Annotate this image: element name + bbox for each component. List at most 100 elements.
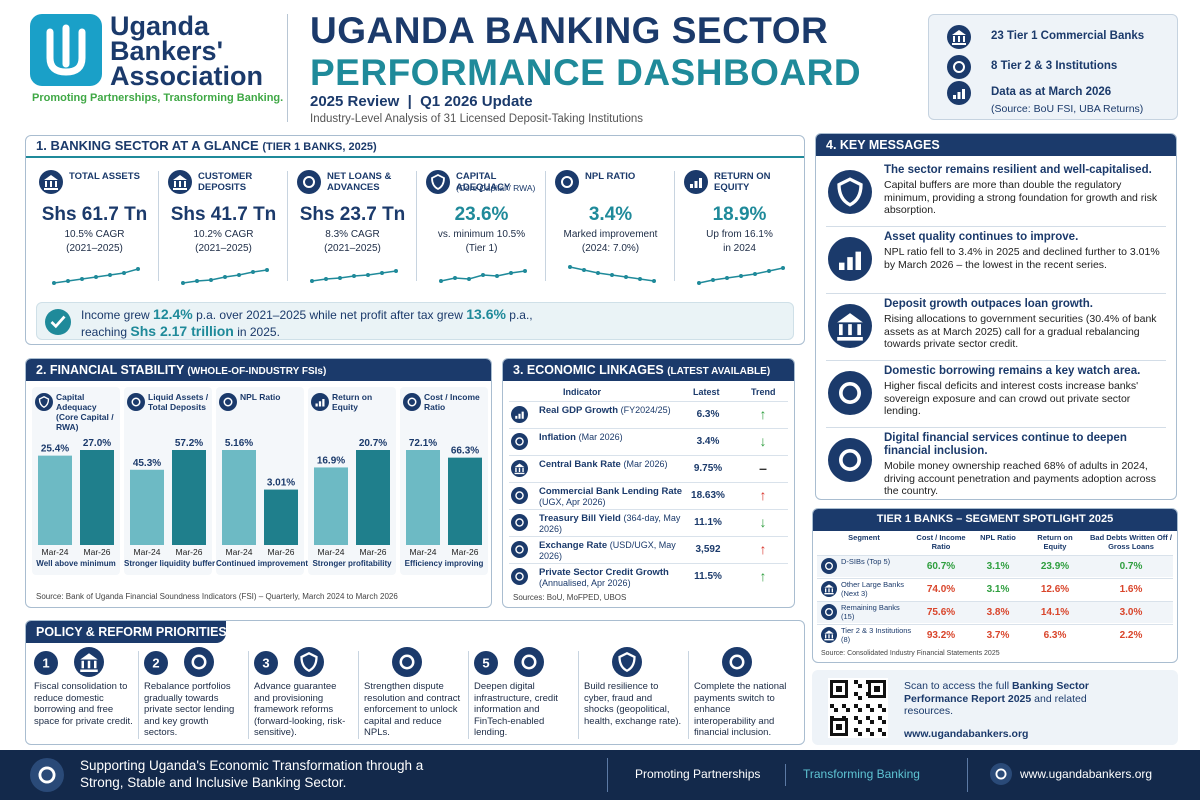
sparkline-dot (209, 278, 213, 282)
icon-glyph (38, 395, 50, 409)
card-divider (287, 171, 288, 281)
section-heading: POLICY & REFORM PRIORITIES (26, 621, 227, 643)
banner-text: p.a. over 2021–2025 while net profit aft… (192, 308, 467, 322)
sparkline-dot (136, 267, 140, 271)
sparkline-dot (753, 272, 757, 276)
icon (511, 460, 528, 477)
icon (511, 568, 528, 585)
icon-glyph (515, 572, 524, 581)
sparkline (310, 269, 398, 283)
icon (947, 25, 971, 49)
icon-glyph (223, 397, 233, 407)
bar-chart: 45.3% Mar-24 57.2% Mar-26 (130, 438, 206, 557)
segment-value: 0.7% (1119, 561, 1143, 572)
sparkline-dot (310, 279, 314, 283)
bar (264, 489, 298, 545)
bar-chart: 16.9% Mar-24 20.7% Mar-26 (314, 438, 390, 557)
sparkline-dot (223, 275, 227, 279)
icon-glyph (837, 177, 863, 207)
row-divider (509, 428, 788, 429)
indicator-note: (USD/UGX, May 2026) (539, 540, 676, 561)
qr-module (834, 708, 838, 712)
icon (39, 170, 63, 194)
fsi-panel: Liquid Assets / Total Deposits 45.3% Mar-2… (124, 387, 215, 575)
qr-module (866, 680, 870, 684)
qr-module (842, 716, 846, 720)
badge-bg (254, 651, 278, 675)
bar-value-label: 45.3% (133, 458, 161, 469)
column-header: Return on Equity (1037, 533, 1073, 551)
section-heading: 4. KEY MESSAGES (816, 134, 1176, 156)
message-body: Higher fiscal deficits and interest cost… (884, 380, 1139, 417)
bar-chart: 72.1% Mar-24 66.3% Mar-26 (406, 438, 482, 557)
indicator: Commercial Bank Lending Rate (UGX, Apr 2… (539, 486, 689, 508)
icon (722, 647, 752, 677)
qr-module (858, 708, 862, 712)
icon (74, 647, 104, 677)
column-header: Indicator (563, 387, 602, 397)
section-heading: TIER 1 BANKS – SEGMENT SPOTLIGHT 2025 (813, 509, 1177, 531)
panel-title: Capital Adequacy (Core Capital / RWA) (56, 392, 114, 432)
icon-glyph (825, 608, 833, 616)
sparkline-dot (453, 276, 457, 280)
panel-title: Cost / Income Ratio (424, 392, 480, 412)
kpi-note: (Tier 1) (465, 243, 498, 254)
number-badge: 2 (144, 651, 168, 675)
income-banner: Income grew 12.4% p.a. over 2021–2025 wh… (36, 302, 794, 340)
linkages-section: 3. ECONOMIC LINKAGES (LATEST AVAILABLE) I… (502, 358, 795, 608)
segment-name: D-SIBs (Top 5) (841, 557, 891, 566)
icon-glyph (824, 584, 834, 595)
title: UGANDA BANKING SECTOR (310, 10, 829, 51)
subtitle: 2025 Review | Q1 2026 Update (310, 93, 533, 110)
icon-bg (219, 393, 237, 411)
icon-bg (828, 170, 872, 214)
badge-number: 1 (42, 656, 49, 671)
segment-name: Tier 2 & 3 Institutions (8) (841, 626, 912, 644)
bar-value-label: 25.4% (41, 444, 69, 455)
kpi-note: 10.5% CAGR (64, 229, 125, 240)
icon-bg (511, 514, 528, 531)
kpi-sublabel: (Core Capital / RWA) (456, 183, 536, 193)
qr-module (870, 708, 874, 712)
sparkline-dot (265, 268, 269, 272)
item-divider (468, 651, 469, 739)
qr-module (882, 732, 886, 736)
info-note: (Source: BoU FSI, UBA Returns) (991, 103, 1144, 115)
qr-module (866, 704, 870, 708)
bar-value-label: 72.1% (409, 438, 437, 449)
kpi-note: Marked improvement (563, 229, 658, 240)
sparkline-dot (66, 279, 70, 283)
sparkline-dot (108, 273, 112, 277)
bar-category: Mar-24 (410, 547, 437, 557)
message-title: Domestic borrowing remains a key watch a… (884, 365, 1141, 377)
segment-value: 3.1% (986, 584, 1010, 595)
segment-value: 6.3% (1043, 630, 1067, 641)
sparkline-dot (380, 271, 384, 275)
item-divider (826, 293, 1166, 294)
icon-glyph (50, 315, 66, 329)
icon-glyph (839, 251, 861, 270)
banner-text: Income grew (81, 308, 154, 322)
icon-glyph (515, 545, 524, 554)
icon (828, 438, 872, 482)
bar-value-label: 3.01% (267, 478, 295, 489)
trend: ↑ (759, 406, 767, 422)
icon-glyph (431, 173, 445, 191)
icon (403, 393, 421, 411)
badge-bg (474, 651, 498, 675)
qr-finder (836, 724, 842, 730)
indicator-note: (Mar 2026) (623, 459, 668, 469)
sparkline-dot (352, 274, 356, 278)
trend: ↓ (759, 514, 767, 530)
segment-value: 12.6% (1040, 584, 1070, 595)
sparkline-dot (568, 265, 572, 269)
row (817, 578, 1173, 600)
latest-value: 3.4% (696, 436, 720, 447)
panel-caption: Stronger profitability (312, 559, 392, 568)
kpi-value: Shs 61.7 Tn (41, 204, 148, 225)
bar-category: Mar-26 (84, 547, 111, 557)
trend: ↑ (759, 568, 767, 584)
icon-bg (947, 55, 971, 79)
kpi-note: vs. minimum 10.5% (437, 229, 526, 240)
